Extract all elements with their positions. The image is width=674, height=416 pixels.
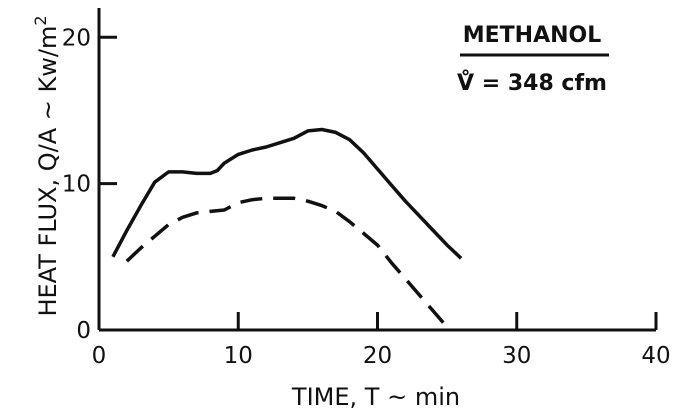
legend: METHANOL V̊ = 348 cfm: [457, 23, 609, 96]
x-tick-label: 10: [224, 343, 253, 369]
x-tick-label: 30: [502, 343, 531, 369]
y-ticks: 0 10 20: [62, 25, 117, 344]
y-axis-label-superscript: 2: [31, 15, 50, 25]
y-axis-label-group: HEAT FLUX, Q/A ~ Kw/m2: [31, 15, 62, 316]
x-tick-label: 20: [363, 343, 392, 369]
series-layer: [111, 127, 463, 329]
series-line-solid: [111, 127, 463, 260]
x-ticks: 0 10 20 30 40: [92, 312, 671, 369]
y-tick-label: 10: [62, 172, 91, 198]
x-tick-label: 0: [92, 343, 107, 369]
x-tick-label: 40: [641, 343, 670, 369]
y-axis-label-text: HEAT FLUX, Q/A ~ Kw/m: [34, 26, 62, 317]
y-tick-label: 0: [76, 318, 91, 344]
x-axis-label: TIME, T ~ min: [291, 383, 460, 411]
legend-title: METHANOL: [463, 23, 602, 48]
series-line-dashed: [125, 196, 449, 329]
y-tick-label: 20: [62, 25, 91, 51]
y-axis-label: HEAT FLUX, Q/A ~ Kw/m2: [31, 15, 62, 316]
legend-subtitle: V̊ = 348 cfm: [457, 70, 607, 96]
